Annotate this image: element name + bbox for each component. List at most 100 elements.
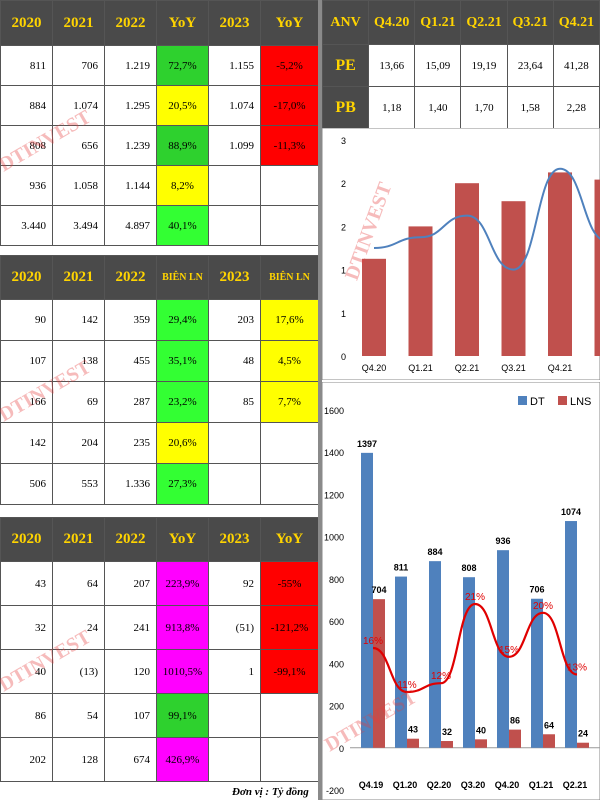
margin-label: 20%: [533, 601, 553, 612]
data-label: 808: [461, 563, 476, 573]
bar-lns: [373, 599, 385, 748]
table-row: 32 24 241 913,8% (51) -121,2%: [0, 605, 319, 650]
quarter-header: Q4.21: [552, 0, 600, 45]
bar-lns: [441, 741, 453, 748]
table-cell: -121,2%: [260, 605, 319, 650]
x-tick-label: Q3.20: [461, 780, 486, 790]
data-label: 43: [408, 725, 418, 735]
y-tick-label: 0: [339, 744, 344, 754]
pb-value: 2,28: [552, 86, 600, 129]
y-tick-label: 1: [341, 266, 346, 276]
bar: [594, 179, 600, 356]
y-tick-label: 3: [341, 136, 346, 146]
quarter-header: Q4.20: [368, 0, 416, 45]
table-cell: [208, 165, 261, 206]
column-header: YoY: [260, 517, 319, 562]
table-cell: [208, 463, 261, 505]
table-cell: -17,0%: [260, 85, 319, 126]
data-label: 86: [510, 716, 520, 726]
table-row: 40 (13) 120 1010,5% 1 -99,1%: [0, 649, 319, 694]
column-header: 2021: [52, 0, 105, 46]
bar-dt: [531, 598, 543, 748]
margin-label: 12%: [431, 671, 451, 682]
column-header: 2021: [52, 255, 105, 300]
table-cell: 1.219: [104, 45, 157, 86]
table-cell: 426,9%: [156, 737, 209, 782]
y-tick-label: 0: [341, 352, 346, 362]
table-cell: 913,8%: [156, 605, 209, 650]
column-header: 2022: [104, 255, 157, 300]
table-cell: 674: [104, 737, 157, 782]
quarter-header: Q1.21: [414, 0, 462, 45]
unit-note: Đơn vị : Tỷ đồng: [232, 786, 309, 798]
financial-table-1: 2020 2021 2022 YoY 2023 YoY 811 706 1.219 72,7% 1.…: [0, 0, 319, 246]
table-row: 202 128 674 426,9%: [0, 737, 319, 782]
table-cell: 3.494: [52, 205, 105, 246]
data-label: 40: [476, 725, 486, 735]
table-cell: 4,5%: [260, 340, 319, 382]
table-header-row: 2020 2021 2022 BIÊN LN 2023 BIÊN LN: [0, 255, 319, 300]
table-cell: 223,9%: [156, 561, 209, 606]
table-cell: [208, 693, 261, 738]
margin-label: 11%: [397, 680, 416, 691]
pb-value: 1,58: [506, 86, 554, 129]
table-cell: 811: [0, 45, 53, 86]
table-cell: [260, 205, 319, 246]
table-cell: [260, 422, 319, 464]
y-tick-label: -200: [326, 786, 344, 796]
table-cell: 656: [52, 125, 105, 166]
x-tick-label: Q1.20: [393, 780, 418, 790]
table-row: 884 1.074 1.295 20,5% 1.074 -17,0%: [0, 85, 319, 126]
table-row: 166 69 287 23,2% 85 7,7%: [0, 381, 319, 423]
legend-label: DT: [530, 396, 545, 408]
data-label: 811: [394, 563, 409, 573]
table-row: 506 553 1.336 27,3%: [0, 463, 319, 505]
table-cell: [260, 737, 319, 782]
y-tick-label: 2: [341, 222, 346, 232]
quarter-header: Q2.21: [460, 0, 508, 45]
valuation-corner-label: ANV: [321, 0, 370, 45]
table-cell: 936: [0, 165, 53, 206]
table-cell: 43: [0, 561, 53, 606]
column-header: 2023: [208, 255, 261, 300]
table-cell: 32: [0, 605, 53, 650]
table-cell: 142: [0, 422, 53, 464]
bar-lns: [475, 739, 487, 748]
table-cell: 1.239: [104, 125, 157, 166]
pb-label: PB: [321, 86, 370, 129]
table-header-row: 2020 2021 2022 YoY 2023 YoY: [0, 517, 319, 562]
x-tick-label: Q3.21: [501, 363, 526, 373]
table-row: 107 138 455 35,1% 48 4,5%: [0, 340, 319, 382]
margin-label: 21%: [465, 592, 485, 603]
pb-value: 1,70: [460, 86, 508, 129]
table-cell: 24: [52, 605, 105, 650]
table-cell: 20,5%: [156, 85, 209, 126]
column-header: 2023: [208, 0, 261, 46]
legend-swatch: [518, 396, 527, 405]
bar-dt: [429, 561, 441, 748]
y-tick-label: 1: [341, 309, 346, 319]
bar: [455, 183, 479, 356]
y-tick-label: 600: [329, 617, 344, 627]
x-tick-label: Q1.21: [529, 780, 554, 790]
margin-line: [372, 602, 578, 694]
table-cell: 142: [52, 299, 105, 341]
table-row: 86 54 107 99,1%: [0, 693, 319, 738]
table-cell: 3.440: [0, 205, 53, 246]
table-cell: 64: [52, 561, 105, 606]
table-cell: 23,2%: [156, 381, 209, 423]
table-row: 3.440 3.494 4.897 40,1%: [0, 205, 319, 246]
x-tick-label: Q2.20: [427, 780, 452, 790]
bar-dt: [361, 452, 373, 748]
table-cell: -5,2%: [260, 45, 319, 86]
table-cell: 706: [52, 45, 105, 86]
y-tick-label: 1200: [324, 490, 344, 500]
column-header: 2023: [208, 517, 261, 562]
table-row: 43 64 207 223,9% 92 -55%: [0, 561, 319, 606]
y-tick-label: 800: [329, 575, 344, 585]
table-cell: 20,6%: [156, 422, 209, 464]
table-cell: 884: [0, 85, 53, 126]
table-cell: [208, 737, 261, 782]
column-header: YoY: [156, 517, 209, 562]
